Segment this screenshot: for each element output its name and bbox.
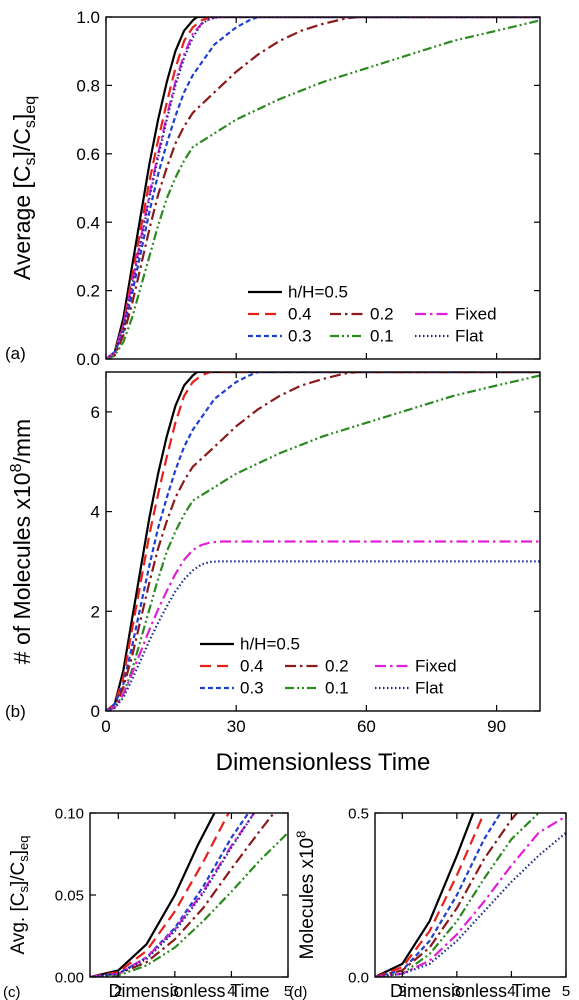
x-tick-label: 2: [398, 983, 406, 1000]
x-tick-label: 2: [114, 983, 122, 1000]
series-line-0.4: [90, 813, 230, 977]
x-tick-label: 4: [507, 983, 515, 1000]
y-axis-label: Molecules x108: [293, 831, 318, 960]
y-tick-label: 0.5: [348, 805, 369, 822]
panel-tag: (d): [289, 984, 307, 1000]
legend-label: Fixed: [415, 657, 457, 676]
legend-label: Flat: [455, 327, 484, 346]
y-tick-label: 0.4: [76, 213, 100, 232]
x-tick-label: 5: [562, 983, 570, 1000]
series-line-0.4: [375, 813, 486, 977]
legend-label: 0.3: [288, 327, 312, 346]
y-tick-label: 1.0: [76, 8, 100, 27]
legend-label: 0.1: [325, 679, 349, 698]
series-line-0.4: [106, 17, 540, 359]
x-tick-label: 5: [284, 983, 292, 1000]
series-line-0.2: [106, 17, 540, 359]
series-line-0.4: [106, 372, 540, 711]
panel-d: 0.0 0.5 2 3 4 5 Dimensionless Time Molecules x1…: [289, 805, 570, 1000]
x-tick-label: 30: [227, 717, 246, 736]
y-tick-label: 0.10: [55, 805, 84, 822]
series-line-fixed: [106, 540, 540, 711]
x-tick-label: 3: [453, 983, 461, 1000]
x-axis-label: Dimensionless Time: [108, 981, 269, 1000]
series-line-fixed: [375, 815, 566, 977]
series-line-0.2: [106, 372, 540, 711]
x-axis-label: Dimensionless Time: [390, 981, 551, 1000]
plot-frame: [374, 812, 567, 978]
legend-label: 0.2: [325, 657, 349, 676]
legend-label: 0.3: [240, 679, 264, 698]
series-line-h-h-0.5: [375, 813, 475, 977]
plot-frame: [105, 371, 541, 712]
panel-c: 0.00 0.05 0.10 2 3 4 5 Dimensionless Time Avg. […: [3, 805, 292, 1000]
y-tick-label: 2: [91, 602, 100, 621]
x-tick-label: 3: [171, 983, 179, 1000]
legend: h/H=0.5 0.4 0.2 Fixed 0.3 0.1 Flat: [248, 283, 497, 346]
y-tick-label: 6: [91, 403, 100, 422]
legend-label: 0.4: [240, 657, 264, 676]
legend-label: Flat: [415, 679, 444, 698]
y-tick-label: 0.2: [76, 282, 100, 301]
series-line-0.3: [375, 813, 502, 977]
series-line-0.2: [90, 813, 275, 977]
y-tick-label: 0.8: [76, 77, 100, 96]
series-group: [106, 372, 540, 711]
panel-tag: (c): [3, 984, 21, 1000]
series-line-0.3: [106, 372, 540, 711]
plot-frame: [105, 16, 541, 360]
legend: h/H=0.5 0.4 0.2 Fixed 0.3 0.1 Flat: [200, 635, 457, 698]
y-tick-label: 0.0: [76, 350, 100, 369]
y-tick-label: 4: [91, 503, 100, 522]
y-axis-label: Avg. [Cs]/Cs]eq: [8, 836, 31, 955]
series-line-0.2: [375, 813, 518, 977]
y-tick-label: 0: [91, 702, 100, 721]
panel-tag: (a): [5, 344, 26, 363]
series-line-0.1: [90, 831, 288, 977]
series-line-0.1: [106, 374, 540, 711]
y-tick-label: 0.6: [76, 145, 100, 164]
legend-label: Fixed: [455, 305, 497, 324]
y-axis-label: Average [Cs]/Cs]eq: [9, 96, 39, 280]
series-line-h-h-0.5: [90, 813, 216, 977]
legend-label: 0.1: [370, 327, 394, 346]
y-tick-label: 0.0: [348, 969, 369, 986]
x-tick-label: 90: [487, 717, 506, 736]
legend-label: 0.4: [288, 305, 312, 324]
legend-label: h/H=0.5: [288, 283, 348, 302]
x-tick-label: 60: [357, 717, 376, 736]
y-tick-label: 0.05: [55, 887, 84, 904]
series-line-flat: [106, 560, 540, 711]
legend-label: h/H=0.5: [240, 635, 300, 654]
x-tick-label: 0: [101, 717, 110, 736]
legend-label: 0.2: [370, 305, 394, 324]
y-axis-label: # of Molecules x108/mm: [8, 419, 35, 664]
x-tick-label: 4: [227, 983, 235, 1000]
y-tick-label: 0.00: [55, 969, 84, 986]
series-line-0.1: [106, 19, 540, 359]
x-axis-label: Dimensionless Time: [216, 749, 431, 776]
series-line-flat: [375, 831, 566, 977]
panel-a: 0.0 0.2 0.4 0.6 0.8 1.0 Average [Cs]/Cs]eq (a) h…: [5, 8, 541, 369]
panel-tag: (b): [5, 702, 26, 721]
